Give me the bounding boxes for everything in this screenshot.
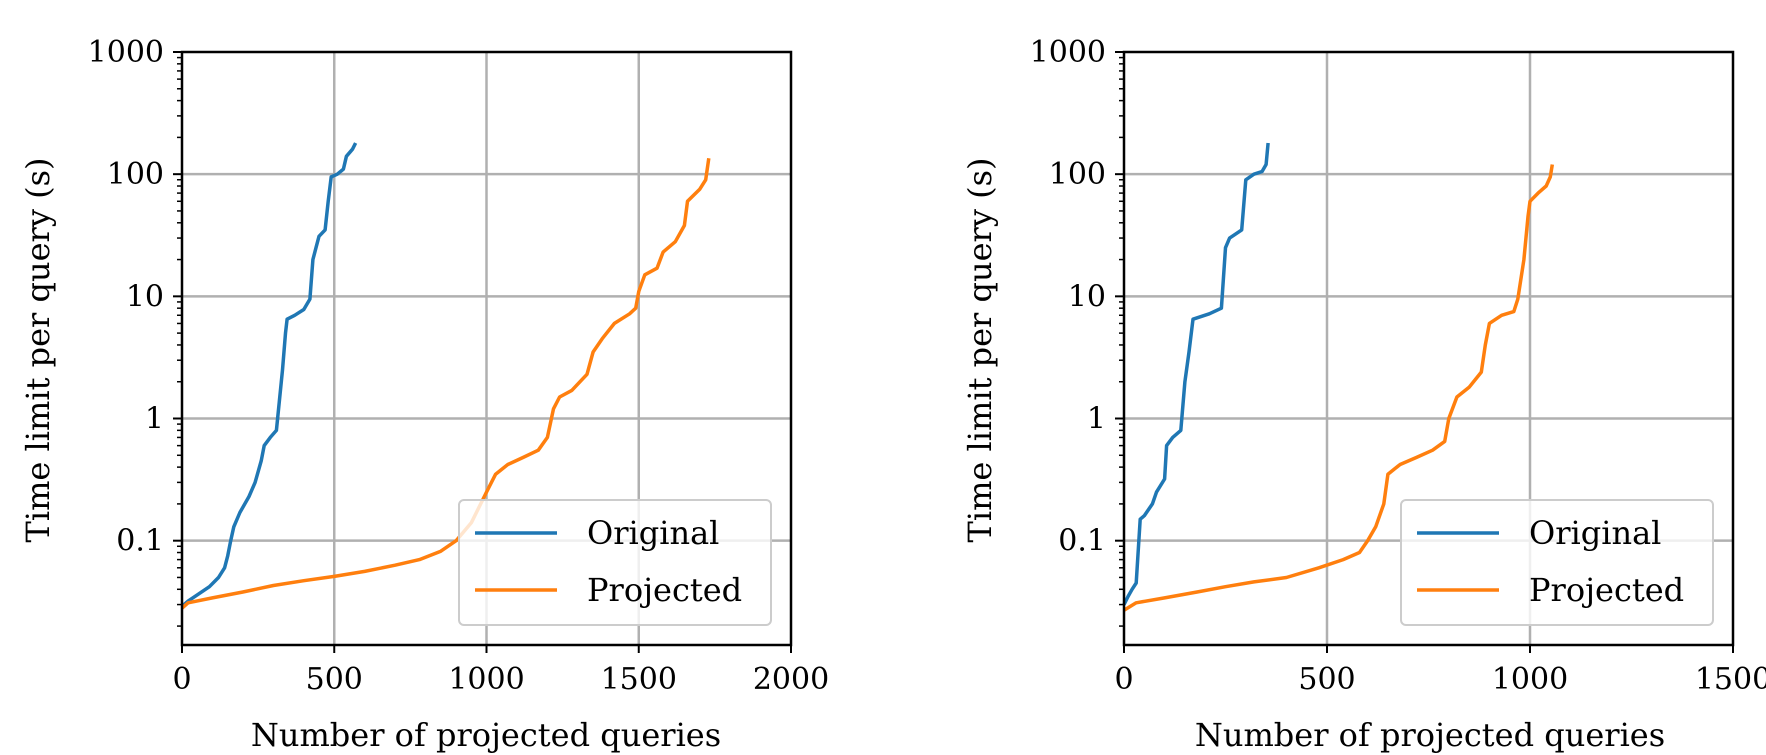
chart-right-y-axis-label: Time limit per query (s) [961,158,999,543]
chart-right-x-axis-label: Number of projected queries [1195,716,1665,754]
chart-right-x-tick-label: 0 [1114,662,1133,697]
chart-right-frame [1122,50,1735,647]
chart-left-x-tick-label: 1500 [601,662,677,697]
chart-left-y-tick-label: 1 [145,402,164,437]
chart-right-series-original [1122,142,1270,606]
chart-left-x-tick-label: 500 [306,662,363,697]
chart-right: 0 500 1000 1500 0.1 1 10 100 1000 Original Project… [1030,35,1766,697]
chart-right-series-projected [1123,164,1555,612]
chart-right-x-tick-label: 1000 [1492,662,1568,697]
chart-left-legend: Original Projected [458,499,772,626]
chart-right-y-tick-label: 1 [1087,402,1106,437]
chart-left-legend-label-original: Original [587,514,719,552]
chart-left-x-tick-label: 1000 [448,662,524,697]
chart-right-y-tick-label: 1000 [1030,35,1106,70]
chart-left-y-tick-label: 10 [126,279,164,314]
chart-left-y-tick-label: 1000 [88,35,164,70]
chart-right-x-tick-label: 500 [1298,662,1355,697]
chart-left-x-tick-label: 2000 [753,662,829,697]
chart-left-y-tick-label: 0.1 [116,524,164,559]
chart-left-series-original [180,142,358,608]
chart-left-y-tick-label: 100 [107,157,164,192]
chart-right-x-tick-label: 1500 [1695,662,1766,697]
chart-left: 0 500 1000 1500 2000 0.1 1 10 100 1000 Original Pro… [88,35,830,697]
chart-left-x-axis-label: Number of projected queries [251,716,721,754]
chart-right-legend-label-projected: Projected [1529,571,1684,609]
chart-left-series-projected [180,157,711,610]
chart-left-legend-label-projected: Projected [587,571,742,609]
chart-left-grid [182,52,791,645]
chart-right-y-tick-label: 0.1 [1058,524,1106,559]
chart-right-y-tick-label: 10 [1068,279,1106,314]
chart-right-y-tick-label: 100 [1049,157,1106,192]
chart-left-x-tick-label: 0 [172,662,191,697]
chart-right-legend-label-original: Original [1529,514,1661,552]
chart-left-y-axis-label: Time limit per query (s) [19,158,57,543]
chart-right-legend: Original Projected [1400,499,1714,626]
